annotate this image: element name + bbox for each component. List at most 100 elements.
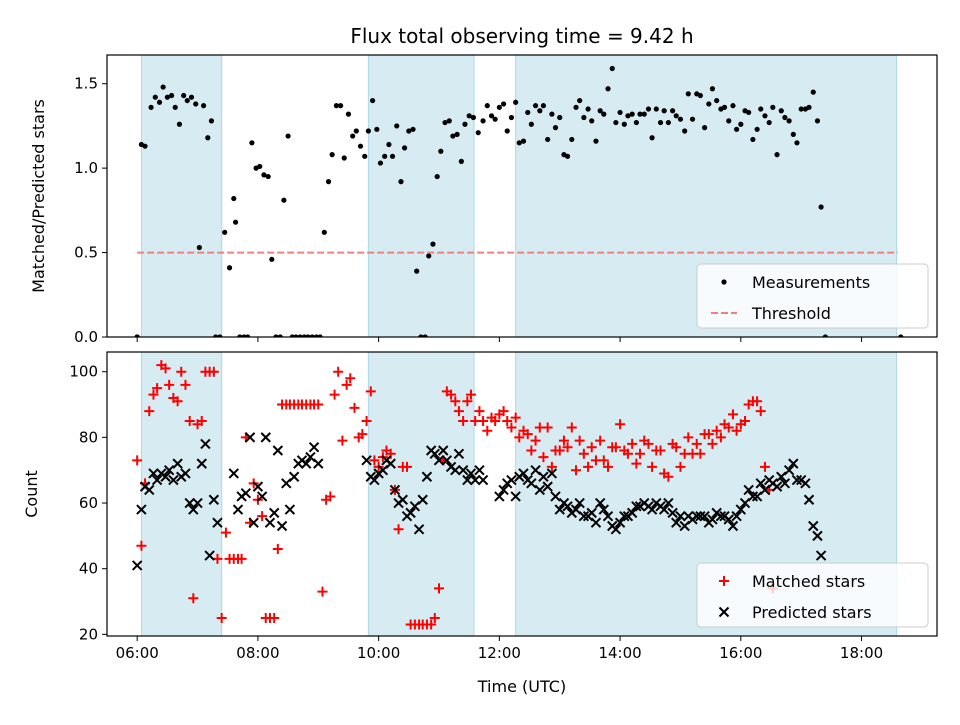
data-point (522, 429, 533, 440)
data-point (478, 415, 489, 426)
data-point (758, 106, 764, 112)
data-point (462, 474, 473, 486)
data-point (786, 118, 792, 124)
data-point (814, 118, 821, 124)
data-point (631, 501, 642, 512)
data-point (131, 560, 143, 571)
data-point (520, 138, 527, 144)
data-point (585, 106, 591, 112)
data-point (631, 458, 642, 469)
data-point (365, 128, 371, 134)
data-point (558, 435, 569, 446)
data-point (226, 265, 233, 271)
data-point (446, 389, 457, 400)
data-point (180, 468, 191, 479)
data-point (265, 173, 271, 180)
data-point (180, 379, 191, 390)
data-point (727, 520, 739, 532)
bottom-y-axis-label: Count (22, 470, 41, 518)
data-point (217, 334, 223, 337)
data-point (382, 153, 388, 159)
data-point (649, 135, 655, 141)
observing-window-1 (367, 55, 475, 337)
data-point (184, 97, 190, 104)
data-point (417, 494, 428, 505)
data-point (434, 173, 440, 180)
legend-box (696, 562, 929, 628)
data-point (621, 121, 627, 127)
data-point (770, 104, 776, 110)
data-point (349, 402, 360, 413)
data-point (791, 474, 803, 486)
data-point (176, 366, 187, 377)
x-tick-label: 08:00 (236, 644, 279, 662)
data-point (325, 491, 336, 502)
data-point (341, 155, 347, 161)
data-point (661, 108, 667, 114)
data-point (683, 432, 694, 443)
data-point (550, 491, 561, 502)
data-point (562, 442, 573, 453)
data-point (134, 334, 140, 337)
legend-label: Measurements (752, 273, 870, 292)
data-point (655, 445, 666, 456)
data-point (714, 97, 720, 104)
data-point (562, 501, 573, 512)
data-point (726, 118, 732, 124)
data-point (610, 442, 621, 453)
data-point (350, 133, 356, 139)
data-point (510, 491, 521, 502)
data-point (707, 514, 718, 525)
data-point (581, 114, 587, 121)
data-point (285, 133, 291, 139)
data-point (730, 103, 736, 109)
data-point (333, 103, 339, 109)
data-point (477, 474, 489, 486)
x-tick-label: 06:00 (116, 644, 159, 662)
data-point (249, 140, 255, 146)
data-point (160, 471, 171, 482)
y-tick-label: 100 (69, 363, 98, 381)
data-point (513, 99, 519, 105)
data-point (261, 172, 267, 178)
data-point (212, 517, 223, 528)
observing-window-0 (140, 55, 223, 337)
observing-window-1 (367, 352, 475, 636)
data-point (370, 97, 376, 104)
data-point (196, 244, 202, 251)
data-point (502, 415, 513, 426)
data-point (783, 464, 795, 476)
data-point (418, 334, 424, 337)
data-point (377, 160, 384, 166)
data-point (321, 229, 327, 235)
data-point (526, 445, 537, 456)
data-point (677, 116, 684, 122)
data-point (695, 448, 706, 459)
data-point (220, 527, 231, 538)
data-point (232, 219, 239, 225)
data-point (272, 543, 283, 554)
data-point (532, 103, 539, 109)
data-point (184, 415, 195, 426)
data-point (345, 373, 356, 384)
data-point (268, 507, 280, 519)
y-tick-label: 20 (79, 625, 98, 643)
data-point (284, 504, 296, 515)
data-point (401, 145, 408, 151)
data-point (410, 126, 416, 132)
data-point (309, 334, 315, 337)
data-point (647, 461, 658, 472)
data-point (208, 366, 219, 377)
data-point (181, 92, 187, 99)
data-point (144, 484, 155, 496)
data-point (494, 491, 505, 502)
data-point (574, 435, 585, 446)
data-point (657, 119, 664, 126)
data-point (754, 126, 760, 132)
data-point (484, 103, 490, 109)
data-point (426, 619, 437, 630)
data-point (727, 409, 738, 420)
data-point (731, 425, 742, 436)
top-y-axis-label: Matched/Predicted stars (29, 99, 48, 293)
data-point (148, 389, 159, 400)
